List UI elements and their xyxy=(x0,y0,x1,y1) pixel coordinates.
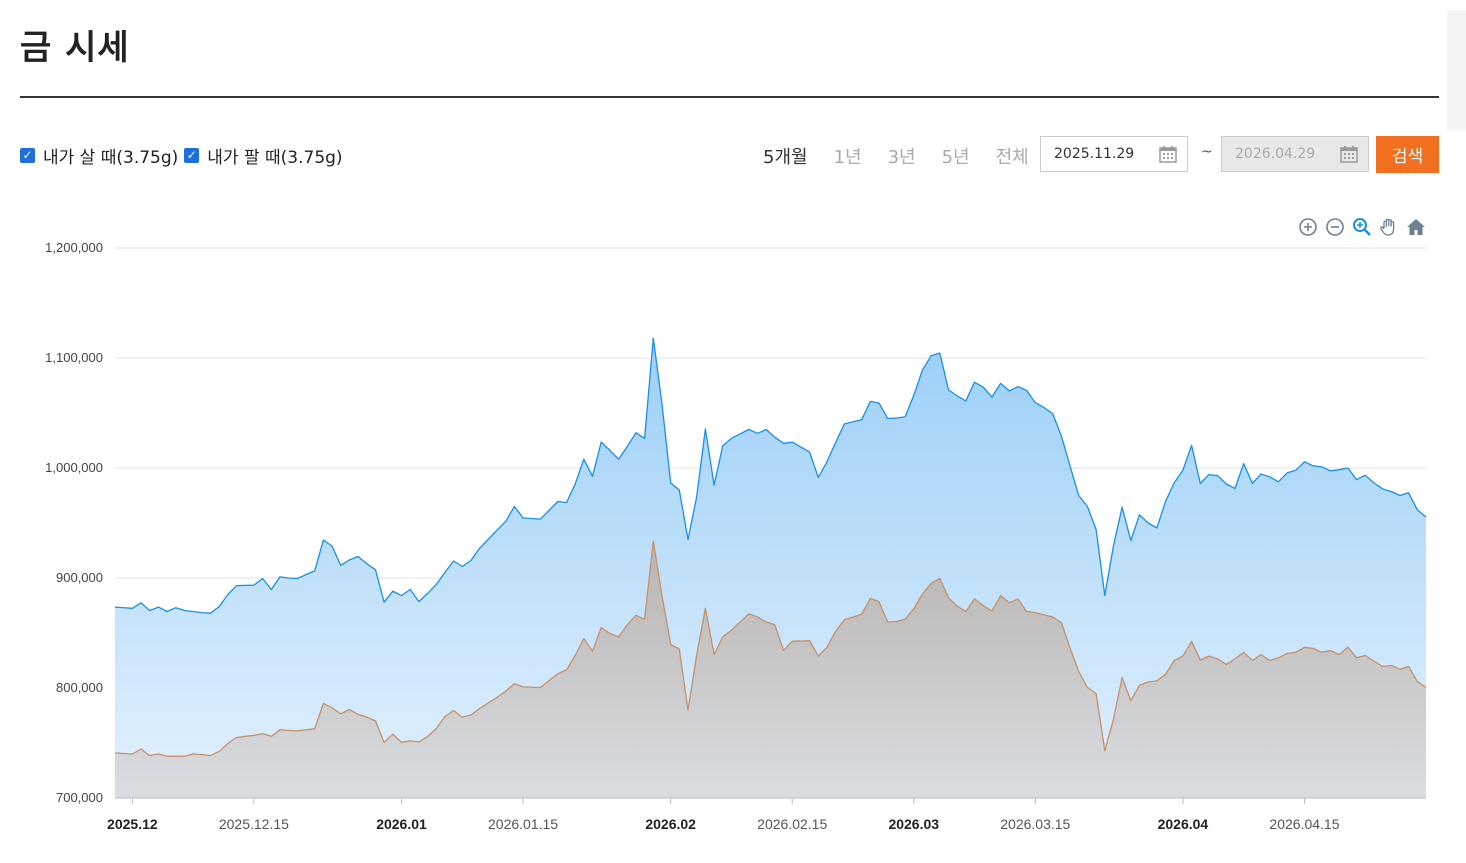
y-tick-label: 1,200,000 xyxy=(45,240,103,255)
sell-series-toggle[interactable]: ✓ 내가 팔 때(3.75g) xyxy=(184,143,343,168)
buy-series-label: 내가 살 때(3.75g) xyxy=(43,148,179,168)
period-tabs: 5개월 1년 3년 5년 전체 xyxy=(763,143,1055,169)
start-date-input[interactable]: 2025.11.29 xyxy=(1040,136,1188,172)
pan-hand-icon[interactable] xyxy=(1377,215,1400,238)
y-tick-label: 1,100,000 xyxy=(45,350,103,365)
calendar-icon[interactable] xyxy=(1159,145,1177,163)
buy-series-area xyxy=(115,338,1426,798)
start-date-value: 2025.11.29 xyxy=(1054,146,1135,162)
end-date-input[interactable]: 2026.04.29 xyxy=(1221,136,1369,172)
period-tab-5years[interactable]: 5년 xyxy=(941,147,970,168)
x-tick-label: 2026.01.15 xyxy=(488,816,558,832)
search-button[interactable]: 검색 xyxy=(1376,136,1439,173)
period-tab-1year[interactable]: 1년 xyxy=(833,147,862,168)
checkbox-checked-icon[interactable]: ✓ xyxy=(184,148,200,163)
zoom-out-icon[interactable] xyxy=(1323,215,1346,238)
x-tick-label: 2026.02.15 xyxy=(757,816,827,832)
x-tick-label: 2026.03.15 xyxy=(1000,816,1070,832)
buy-series-toggle[interactable]: ✓ 내가 살 때(3.75g) xyxy=(20,143,178,168)
calendar-icon[interactable] xyxy=(1340,145,1358,163)
checkbox-checked-icon[interactable]: ✓ xyxy=(20,148,35,163)
period-tab-all[interactable]: 전체 xyxy=(995,147,1029,168)
page-title: 금 시세 xyxy=(20,28,130,68)
x-tick-label: 2026.04 xyxy=(1158,816,1209,832)
y-tick-label: 900,000 xyxy=(56,570,103,585)
x-tick-label: 2026.01 xyxy=(376,816,427,832)
zoom-selection-icon[interactable] xyxy=(1350,215,1373,238)
series-toggle-legend: ✓ 내가 살 때(3.75g) ✓ 내가 팔 때(3.75g) xyxy=(20,143,349,168)
x-tick-label: 2026.03 xyxy=(888,816,939,832)
buy-series-line xyxy=(114,337,1427,614)
period-tab-3years[interactable]: 3년 xyxy=(887,147,916,168)
title-divider xyxy=(20,96,1439,98)
y-tick-label: 1,000,000 xyxy=(45,460,103,475)
x-tick-label: 2026.02 xyxy=(645,816,696,832)
scrollbar-track[interactable] xyxy=(1447,10,1466,130)
x-tick-label: 2025.12.15 xyxy=(219,816,289,832)
x-tick-label: 2025.12 xyxy=(107,816,158,832)
end-date-value: 2026.04.29 xyxy=(1235,146,1316,162)
sell-series-area xyxy=(115,541,1426,798)
zoom-in-icon[interactable] xyxy=(1296,215,1319,238)
date-range-separator: ~ xyxy=(1201,144,1213,160)
y-tick-label: 700,000 xyxy=(56,790,103,805)
reset-home-icon[interactable] xyxy=(1404,215,1427,238)
x-tick-label: 2026.04.15 xyxy=(1269,816,1339,832)
y-tick-label: 800,000 xyxy=(56,680,103,695)
chart-toolbar xyxy=(1296,215,1427,238)
period-tab-5months[interactable]: 5개월 xyxy=(763,147,808,168)
sell-series-label: 내가 팔 때(3.75g) xyxy=(207,148,343,168)
sell-series-line xyxy=(114,540,1427,757)
